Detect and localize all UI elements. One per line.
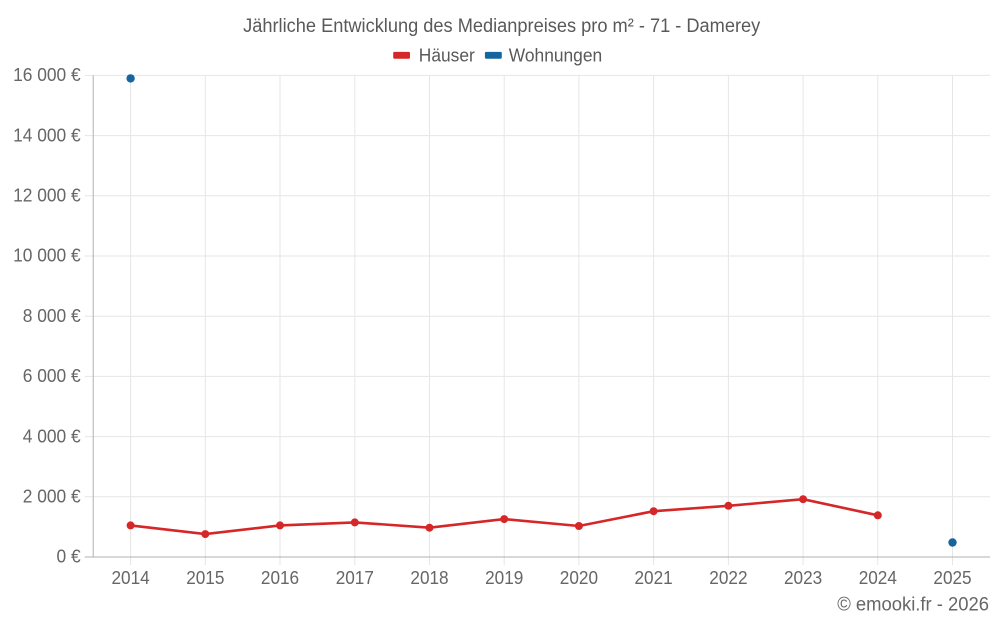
svg-text:2 000 €: 2 000 € bbox=[23, 486, 81, 506]
svg-text:2018: 2018 bbox=[410, 568, 448, 589]
svg-text:2025: 2025 bbox=[933, 568, 971, 589]
svg-text:Häuser: Häuser bbox=[419, 45, 475, 66]
svg-text:2019: 2019 bbox=[485, 568, 523, 589]
svg-text:Wohnungen: Wohnungen bbox=[509, 45, 602, 66]
svg-text:2016: 2016 bbox=[261, 568, 299, 589]
svg-text:2023: 2023 bbox=[784, 568, 822, 589]
svg-text:© emooki.fr - 2026: © emooki.fr - 2026 bbox=[837, 593, 989, 614]
svg-text:2017: 2017 bbox=[336, 568, 374, 589]
svg-text:2021: 2021 bbox=[634, 568, 672, 589]
svg-text:2014: 2014 bbox=[111, 568, 149, 589]
svg-text:Jährliche Entwicklung des Medi: Jährliche Entwicklung des Medianpreises … bbox=[243, 15, 761, 37]
svg-text:2015: 2015 bbox=[186, 568, 224, 589]
svg-text:4 000 €: 4 000 € bbox=[23, 426, 81, 446]
svg-text:6 000 €: 6 000 € bbox=[23, 366, 81, 386]
svg-text:12 000 €: 12 000 € bbox=[13, 185, 81, 205]
svg-text:2020: 2020 bbox=[560, 568, 598, 589]
svg-text:8 000 €: 8 000 € bbox=[23, 306, 81, 326]
svg-text:2022: 2022 bbox=[709, 568, 747, 589]
svg-text:0 €: 0 € bbox=[57, 546, 81, 566]
svg-text:14 000 €: 14 000 € bbox=[13, 125, 81, 145]
svg-text:10 000 €: 10 000 € bbox=[13, 245, 81, 265]
svg-text:16 000 €: 16 000 € bbox=[13, 65, 81, 85]
svg-text:2024: 2024 bbox=[859, 568, 897, 589]
